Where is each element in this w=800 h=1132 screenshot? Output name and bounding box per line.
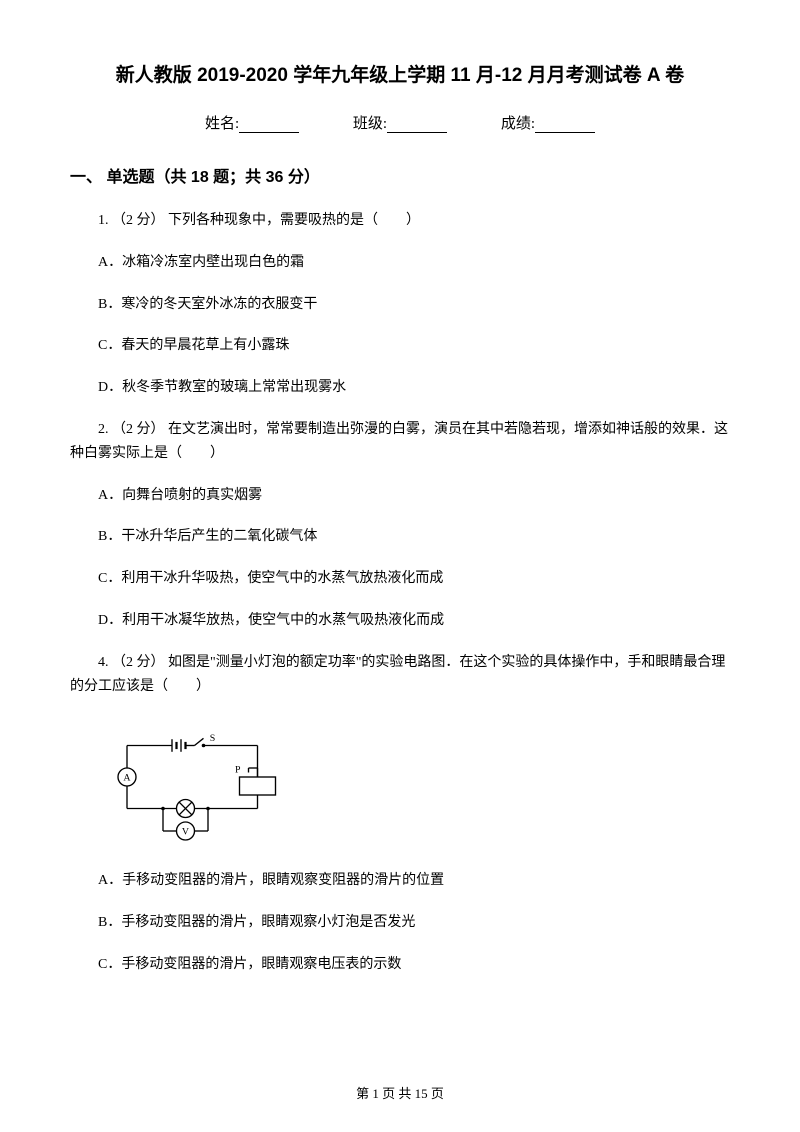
question-2-points: （2 分） bbox=[112, 422, 165, 437]
footer-mid: 页 共 bbox=[382, 1086, 411, 1101]
question-4-text: 如图是"测量小灯泡的额定功率"的实验电路图．在这个实验的具体操作中，手和眼睛最合… bbox=[70, 655, 725, 694]
name-blank bbox=[239, 117, 299, 133]
question-1: 1. （2 分） 下列各种现象中，需要吸热的是（ ） bbox=[70, 209, 730, 233]
score-label: 成绩: bbox=[501, 116, 535, 132]
question-1-text: 下列各种现象中，需要吸热的是（ ） bbox=[168, 213, 420, 228]
svg-text:A: A bbox=[123, 773, 131, 784]
question-4-option-c: C．手移动变阻器的滑片，眼睛观察电压表的示数 bbox=[70, 953, 730, 977]
class-field: 班级: bbox=[353, 112, 447, 133]
footer-suffix: 页 bbox=[431, 1086, 444, 1101]
class-blank bbox=[387, 117, 447, 133]
svg-text:V: V bbox=[182, 827, 190, 838]
question-4: 4. （2 分） 如图是"测量小灯泡的额定功率"的实验电路图．在这个实验的具体操… bbox=[70, 651, 730, 699]
section-header: 一、 单选题（共 18 题；共 36 分） bbox=[70, 163, 730, 187]
section-number: 一、 bbox=[70, 169, 102, 186]
question-4-option-b: B．手移动变阻器的滑片，眼睛观察小灯泡是否发光 bbox=[70, 911, 730, 935]
section-title: 单选题（共 18 题；共 36 分） bbox=[106, 169, 319, 186]
question-2: 2. （2 分） 在文艺演出时，常常要制造出弥漫的白雾，演员在其中若隐若现，增添… bbox=[70, 418, 730, 466]
class-label: 班级: bbox=[353, 116, 387, 132]
question-4-number: 4. bbox=[98, 655, 109, 670]
question-1-option-a: A．冰箱冷冻室内壁出现白色的霜 bbox=[70, 251, 730, 275]
question-2-option-d: D．利用干冰凝华放热，使空气中的水蒸气吸热液化而成 bbox=[70, 609, 730, 633]
footer-current: 1 bbox=[372, 1086, 379, 1101]
name-field: 姓名: bbox=[205, 112, 299, 133]
footer-total: 15 bbox=[415, 1086, 428, 1101]
question-2-text: 在文艺演出时，常常要制造出弥漫的白雾，演员在其中若隐若现，增添如神话般的效果．这… bbox=[70, 422, 728, 461]
question-2-number: 2. bbox=[98, 422, 109, 437]
question-1-option-b: B．寒冷的冬天室外冰冻的衣服变干 bbox=[70, 293, 730, 317]
question-4-option-a: A．手移动变阻器的滑片，眼睛观察变阻器的滑片的位置 bbox=[70, 869, 730, 893]
exam-title: 新人教版 2019-2020 学年九年级上学期 11 月-12 月月考测试卷 A… bbox=[70, 60, 730, 87]
question-1-points: （2 分） bbox=[112, 213, 165, 228]
student-info-row: 姓名: 班级: 成绩: bbox=[70, 112, 730, 133]
svg-text:P: P bbox=[235, 765, 241, 776]
question-1-option-d: D．秋冬季节教室的玻璃上常常出现雾水 bbox=[70, 376, 730, 400]
score-blank bbox=[535, 117, 595, 133]
question-4-points: （2 分） bbox=[112, 655, 165, 670]
question-2-option-c: C．利用干冰升华吸热，使空气中的水蒸气放热液化而成 bbox=[70, 567, 730, 591]
page-footer: 第 1 页 共 15 页 bbox=[0, 1083, 800, 1102]
name-label: 姓名: bbox=[205, 116, 239, 132]
question-2-option-a: A．向舞台喷射的真实烟雾 bbox=[70, 484, 730, 508]
svg-text:S: S bbox=[210, 733, 216, 744]
footer-prefix: 第 bbox=[356, 1086, 369, 1101]
question-2-option-b: B．干冰升华后产生的二氧化碳气体 bbox=[70, 525, 730, 549]
question-1-number: 1. bbox=[98, 213, 109, 228]
circuit-diagram: S A P V bbox=[100, 726, 280, 846]
question-1-option-c: C．春天的早晨花草上有小露珠 bbox=[70, 334, 730, 358]
score-field: 成绩: bbox=[501, 112, 595, 133]
